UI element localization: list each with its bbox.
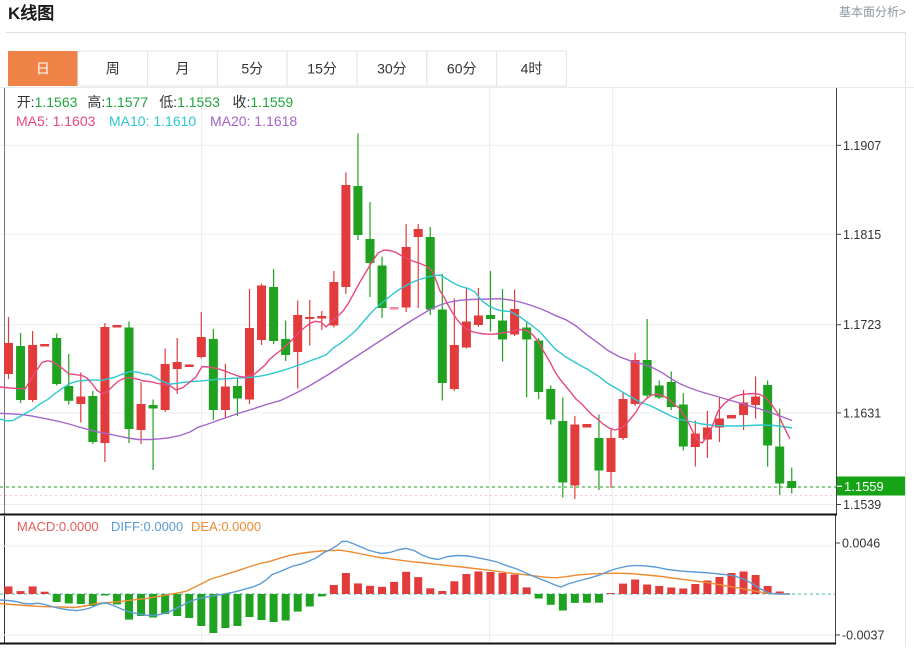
svg-text:1.1907: 1.1907	[843, 139, 881, 153]
svg-text:DIFF:0.0000: DIFF:0.0000	[111, 519, 183, 534]
svg-text:MA10: 1.1610: MA10: 1.1610	[109, 113, 196, 129]
svg-text:开:1.1563: 开:1.1563	[17, 94, 78, 110]
svg-text:日: 日	[36, 61, 50, 77]
svg-text:MA20: 1.1618: MA20: 1.1618	[210, 113, 297, 129]
svg-text:月: 月	[176, 61, 190, 77]
svg-text:DEA:0.0000: DEA:0.0000	[191, 519, 261, 534]
svg-text:MA5: 1.1603: MA5: 1.1603	[16, 113, 96, 129]
svg-text:收:1.1559: 收:1.1559	[233, 94, 294, 110]
svg-text:1.1539: 1.1539	[843, 498, 881, 512]
svg-text:周: 周	[106, 61, 120, 77]
svg-text:1.1723: 1.1723	[843, 318, 881, 332]
svg-text:60分: 60分	[447, 61, 477, 77]
svg-text:1.1815: 1.1815	[843, 228, 881, 242]
svg-text:MACD:0.0000: MACD:0.0000	[17, 519, 99, 534]
svg-text:15分: 15分	[307, 61, 337, 77]
svg-text:5分: 5分	[241, 61, 263, 77]
svg-text:1.1631: 1.1631	[843, 406, 881, 420]
svg-text:0.0046: 0.0046	[842, 537, 880, 551]
svg-text:基本面分析>: 基本面分析>	[839, 5, 906, 19]
svg-text:1.1559: 1.1559	[844, 479, 884, 494]
svg-text:低:1.1553: 低:1.1553	[159, 94, 220, 110]
svg-text:-0.0037: -0.0037	[842, 629, 884, 643]
svg-text:4时: 4时	[521, 61, 543, 77]
svg-text:K线图: K线图	[8, 3, 54, 23]
svg-text:30分: 30分	[377, 61, 407, 77]
svg-text:高:1.1577: 高:1.1577	[87, 94, 148, 110]
